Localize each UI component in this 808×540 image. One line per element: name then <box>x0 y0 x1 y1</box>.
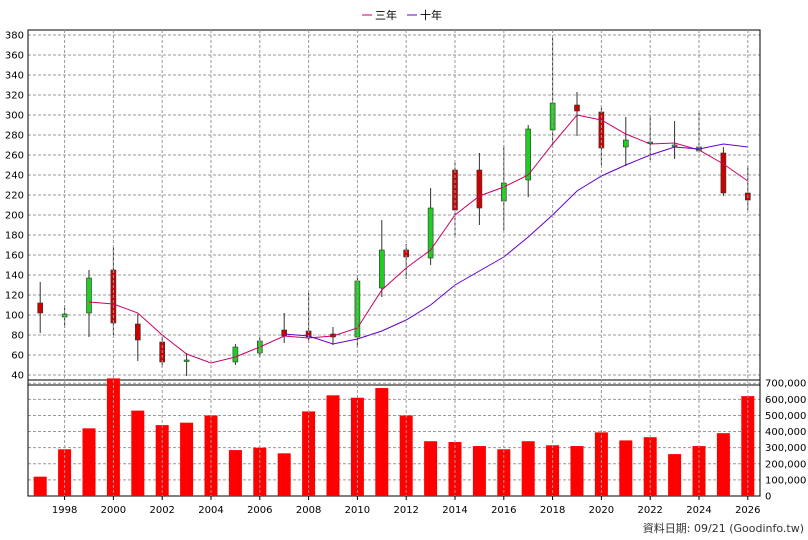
candle-body <box>232 346 239 363</box>
volume-tick-label: 300,000 <box>765 443 806 454</box>
price-tick-label: 120 <box>5 291 24 302</box>
volume-bar <box>668 454 682 496</box>
price-tick-label: 280 <box>5 131 24 142</box>
x-tick-label: 2006 <box>247 505 272 516</box>
x-tick-label: 2020 <box>589 505 614 516</box>
x-tick-label: 2024 <box>686 505 711 516</box>
legend: 三年 十年 <box>362 8 442 22</box>
price-tick-label: 220 <box>5 191 24 202</box>
candle-body <box>476 169 483 209</box>
candle-body <box>135 323 141 341</box>
candle-body <box>378 249 385 289</box>
x-tick-label: 2012 <box>393 505 418 516</box>
price-tick-label: 300 <box>5 111 24 122</box>
legend-label-ma10: 十年 <box>420 8 442 22</box>
volume-bar <box>302 411 316 496</box>
price-tick-label: 340 <box>5 71 24 82</box>
price-panel: 40 60 80 100 120 140 160 180 200 220 240 260 280 300 3… <box>5 29 761 386</box>
price-tick-label: 200 <box>5 211 24 222</box>
price-tick-label: 360 <box>5 51 24 62</box>
volume-bar <box>521 441 535 496</box>
volume-frame <box>27 379 761 497</box>
volume-bar <box>448 442 462 496</box>
price-tick-label: 100 <box>5 311 24 322</box>
volume-tick-label: 600,000 <box>765 395 806 406</box>
x-tick-label: 2018 <box>540 505 565 516</box>
legend-label-ma3: 三年 <box>375 8 397 22</box>
candle-body <box>671 144 678 147</box>
volume-bar <box>82 428 96 496</box>
price-tick-label: 80 <box>11 331 24 342</box>
price-frame <box>27 29 761 386</box>
x-tick-label: 2016 <box>491 505 516 516</box>
ma3-line <box>88 114 749 364</box>
volume-bar <box>131 410 145 496</box>
x-tick-label: 2000 <box>101 505 126 516</box>
x-tick-label: 2008 <box>296 505 321 516</box>
volume-tick-label: 400,000 <box>765 427 806 438</box>
volume-tick-label: 200,000 <box>765 459 806 470</box>
volume-bar <box>716 433 730 496</box>
volume-tick-label: 0 <box>765 492 771 503</box>
candle-body <box>281 329 288 337</box>
price-tick-label: 180 <box>5 231 24 242</box>
volume-bar <box>594 432 608 496</box>
candle-body <box>622 139 629 148</box>
x-tick-label: 1998 <box>52 505 77 516</box>
price-tick-label: 380 <box>5 31 24 42</box>
price-tick-label: 140 <box>5 271 24 282</box>
ma10-line <box>284 143 748 345</box>
x-axis: 1998 2000 2002 2004 2006 2008 2010 2012 2014 2016… <box>52 30 761 516</box>
volume-panel: 0 100,000 200,000 300,000 400,000 500,000 600,… <box>27 378 806 503</box>
price-tick-label: 160 <box>5 251 24 262</box>
volume-bar <box>277 453 291 496</box>
x-tick-label: 2026 <box>735 505 760 516</box>
candle-body <box>37 302 44 314</box>
volume-bar <box>424 441 438 496</box>
x-tick-label: 2022 <box>637 505 662 516</box>
x-tick-label: 2014 <box>442 505 467 516</box>
volume-bar <box>228 450 242 496</box>
price-tick-label: 40 <box>11 371 24 382</box>
x-tick-label: 2002 <box>149 505 174 516</box>
candle-body <box>427 207 434 259</box>
price-tick-label: 240 <box>5 171 24 182</box>
volume-bar <box>375 388 389 496</box>
price-tick-label: 60 <box>11 351 24 362</box>
volume-tick-label: 700,000 <box>765 379 806 390</box>
volume-bar <box>472 446 486 496</box>
volume-tick-label: 100,000 <box>765 475 806 486</box>
candle-body <box>720 152 727 194</box>
volume-bar <box>33 476 47 496</box>
candle-body <box>86 277 92 314</box>
volume-bar <box>180 422 194 496</box>
volume-bar <box>619 440 633 496</box>
footer-text: 資料日期: 09/21 (Goodinfo.tw) <box>643 521 804 535</box>
volume-bar <box>326 395 340 496</box>
candle-body <box>525 128 532 181</box>
price-tick-label: 320 <box>5 91 24 102</box>
volume-tick-label: 500,000 <box>765 411 806 422</box>
x-tick-label: 2010 <box>345 505 370 516</box>
volume-bar <box>570 446 584 496</box>
price-tick-label: 260 <box>5 151 24 162</box>
candle-body <box>183 359 190 362</box>
x-tick-label: 2004 <box>198 505 223 516</box>
candle-body <box>574 104 580 112</box>
